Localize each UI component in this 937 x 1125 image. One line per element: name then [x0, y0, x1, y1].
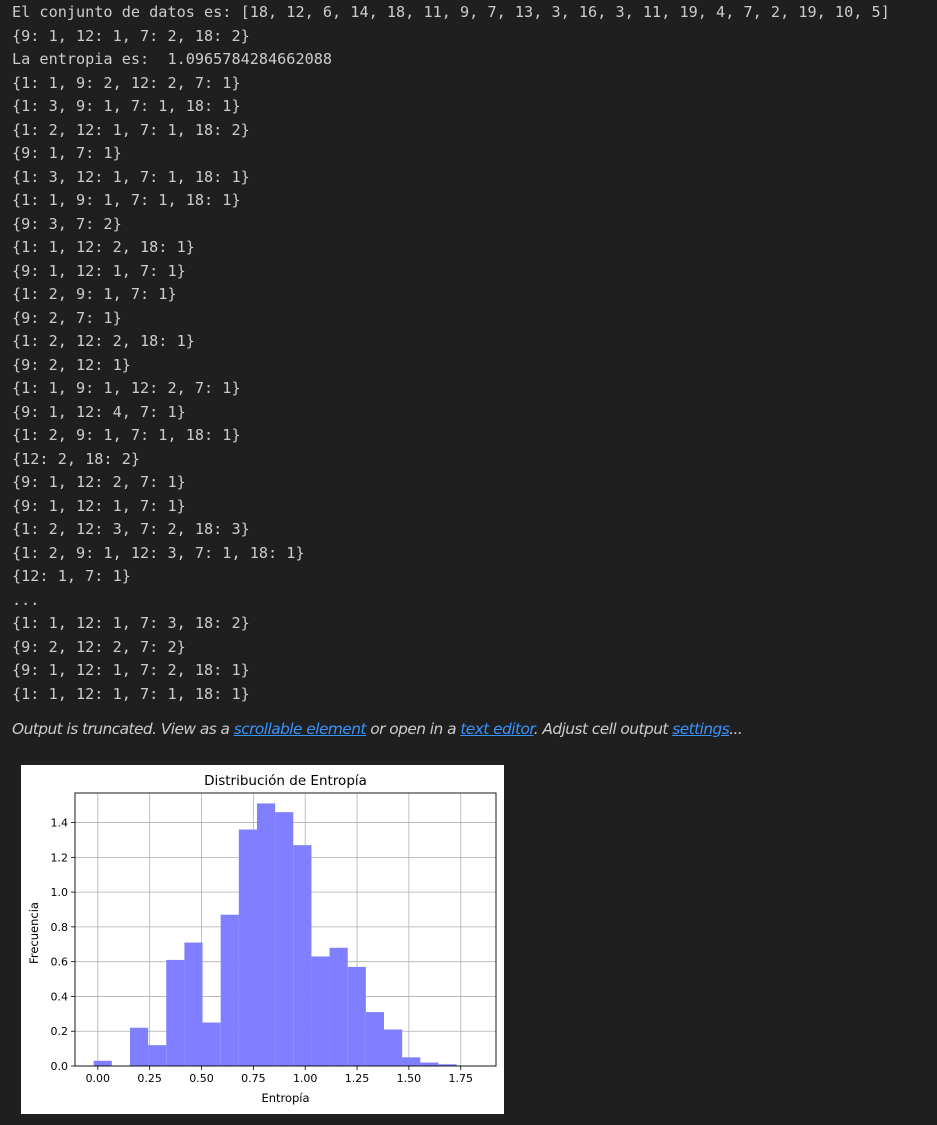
- output-line: {12: 2, 18: 2}: [12, 449, 141, 468]
- truncation-notice: Output is truncated. View as a scrollabl…: [12, 720, 743, 738]
- histogram-bar: [384, 1029, 403, 1066]
- chart-title: Distribución de Entropía: [204, 773, 367, 789]
- histogram-bar: [402, 1057, 421, 1066]
- x-tick-label: 1.25: [345, 1072, 370, 1085]
- output-line: {9: 3, 7: 2}: [12, 214, 122, 233]
- output-line: {9: 2, 12: 1}: [12, 355, 131, 374]
- histogram-bar: [220, 914, 239, 1066]
- x-tick-label: 1.75: [448, 1072, 473, 1085]
- output-line: {1: 1, 9: 2, 12: 2, 7: 1}: [12, 73, 241, 92]
- histogram-bar: [202, 1022, 221, 1066]
- output-line: {9: 1, 12: 1, 7: 2, 18: 2}: [12, 26, 250, 45]
- histogram-bar: [148, 1045, 167, 1066]
- output-line: {12: 1, 7: 1}: [12, 567, 131, 585]
- output-line: ...: [12, 590, 40, 609]
- x-tick-label: 1.00: [293, 1072, 318, 1085]
- y-tick-label: 0.0: [51, 1060, 69, 1073]
- output-line: {1: 3, 9: 1, 7: 1, 18: 1}: [12, 97, 241, 115]
- histogram-bar: [275, 812, 294, 1066]
- output-line: {9: 1, 12: 1, 7: 1}: [12, 496, 186, 515]
- output-line: {1: 2, 12: 2, 18: 1}: [12, 332, 195, 350]
- y-axis-label: Frecuencia: [27, 902, 41, 964]
- output-line: {1: 1, 12: 1, 7: 1, 18: 1}: [12, 684, 250, 703]
- output-line: {9: 2, 12: 2, 7: 2}: [12, 637, 186, 656]
- histogram-bar: [311, 956, 330, 1066]
- output-line: {1: 2, 9: 1, 7: 1}: [12, 285, 177, 303]
- output-line: {1: 1, 12: 2, 18: 1}: [12, 238, 195, 256]
- histogram-bar: [238, 829, 257, 1066]
- scrollable-element-link[interactable]: scrollable element: [233, 720, 367, 738]
- histogram-bar: [420, 1062, 439, 1066]
- output-line: {1: 2, 9: 1, 7: 1, 18: 1}: [12, 426, 241, 444]
- x-tick-label: 0.50: [189, 1072, 214, 1085]
- output-line: {1: 2, 12: 3, 7: 2, 18: 3}: [12, 520, 250, 538]
- y-tick-label: 0.6: [51, 956, 69, 969]
- histogram-bar: [438, 1064, 457, 1066]
- text-editor-link[interactable]: text editor: [460, 720, 534, 738]
- x-axis-label: Entropía: [261, 1091, 309, 1105]
- truncation-text-1: Output is truncated. View as a: [12, 720, 234, 738]
- x-tick-label: 0.25: [137, 1072, 162, 1085]
- output-line: {1: 1, 12: 1, 7: 3, 18: 2}: [12, 614, 250, 632]
- output-line: {1: 2, 9: 1, 12: 3, 7: 1, 18: 1}: [12, 543, 305, 562]
- histogram-bar: [256, 803, 276, 1066]
- plot-frame: [74, 792, 497, 1067]
- output-line: {1: 3, 12: 1, 7: 1, 18: 1}: [12, 167, 250, 186]
- histogram-bar: [293, 845, 312, 1066]
- output-line: {9: 1, 7: 1}: [12, 144, 122, 162]
- y-tick-label: 0.2: [51, 1025, 69, 1038]
- y-tick-label: 0.8: [51, 921, 69, 934]
- dataset-line: El conjunto de datos es: [18, 12, 6, 14,…: [12, 3, 890, 21]
- histogram-bar: [365, 1012, 385, 1066]
- histogram-bar: [129, 1027, 149, 1066]
- cell-output-text: El conjunto de datos es: [18, 12, 6, 14,…: [12, 1, 937, 706]
- histogram-figure: 0.00 0.25 0.50 0.75 1.00 1.25 1.50 1.75 0.0 0.2 0.…: [21, 765, 504, 1114]
- y-tick-label: 1.2: [51, 851, 69, 864]
- histogram-bar: [166, 959, 185, 1066]
- truncation-text-4: ...: [729, 720, 743, 738]
- histogram-bar: [347, 966, 366, 1066]
- y-tick-label: 1.0: [51, 886, 69, 899]
- y-tick-label: 1.4: [51, 817, 69, 830]
- output-line: {1: 1, 9: 1, 7: 1, 18: 1}: [12, 191, 241, 209]
- x-tick-label: 0.00: [86, 1072, 111, 1085]
- output-line: {9: 1, 12: 4, 7: 1}: [12, 402, 186, 421]
- histogram-bar: [93, 1060, 112, 1066]
- x-tick-label: 1.50: [397, 1072, 422, 1085]
- output-line: {9: 1, 12: 1, 7: 2, 18: 1}: [12, 661, 250, 679]
- truncation-text-3: . Adjust cell output: [533, 720, 673, 738]
- histogram-bar: [329, 947, 348, 1066]
- settings-link[interactable]: settings: [672, 720, 730, 738]
- truncation-text-2: or open in a: [365, 720, 461, 738]
- output-line: {1: 2, 12: 1, 7: 1, 18: 2}: [12, 120, 250, 139]
- x-tick-label: 0.75: [241, 1072, 266, 1085]
- histogram-chart: 0.00 0.25 0.50 0.75 1.00 1.25 1.50 1.75 0.0 0.2 0.…: [27, 773, 497, 1105]
- output-line: {9: 1, 12: 2, 7: 1}: [12, 473, 186, 491]
- entropy-line: La entropia es: 1.0965784284662088: [12, 50, 333, 68]
- y-tick-label: 0.4: [51, 990, 69, 1003]
- output-line: {9: 2, 7: 1}: [12, 308, 122, 327]
- output-line: {1: 1, 9: 1, 12: 2, 7: 1}: [12, 379, 241, 397]
- output-line: {9: 1, 12: 1, 7: 1}: [12, 261, 186, 280]
- histogram-bar: [184, 942, 203, 1066]
